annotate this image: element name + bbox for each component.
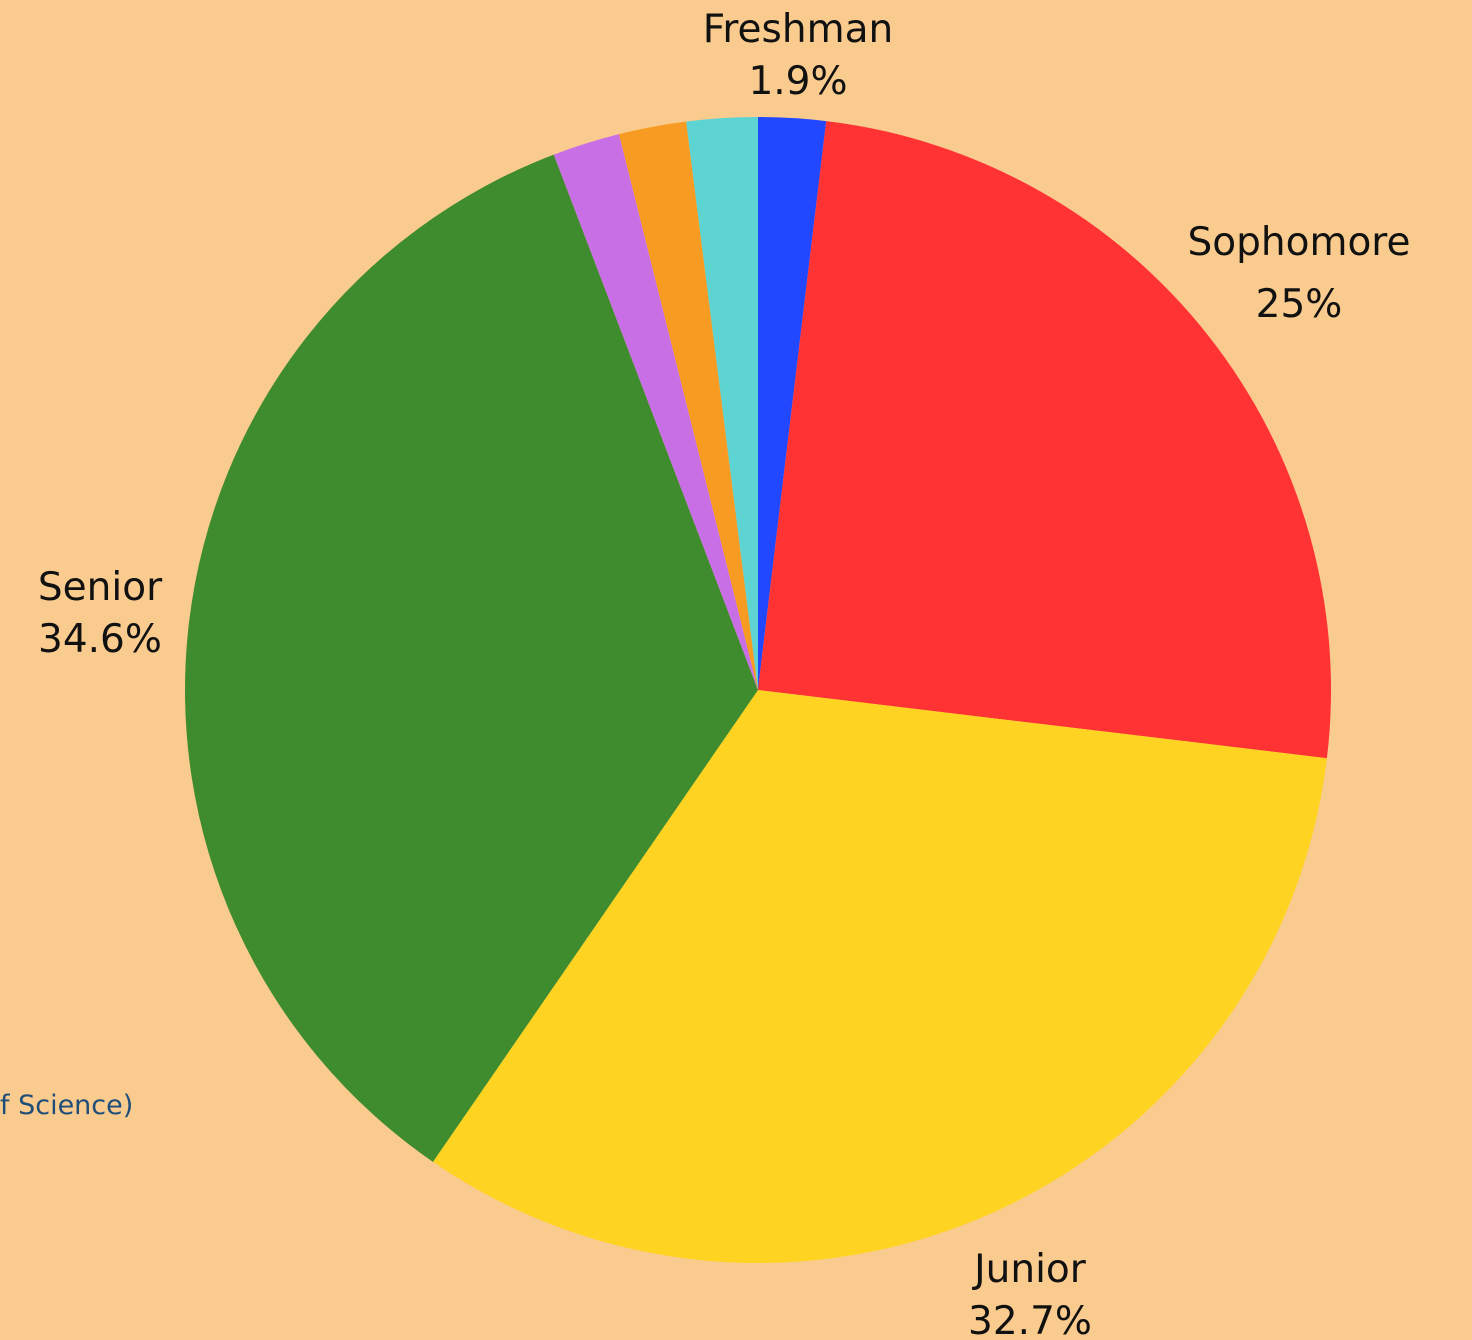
- slice-label-freshman-name: Freshman: [702, 7, 894, 52]
- slice-label-junior: Junior 32.7%: [968, 1244, 1092, 1340]
- slice-label-sophomore-value: 25%: [1255, 282, 1343, 327]
- slice-label-freshman-value: 1.9%: [748, 59, 848, 104]
- slice-label-senior-name: Senior: [37, 565, 163, 610]
- slice-label-junior-name: Junior: [974, 1247, 1086, 1292]
- pie-slice-junior: [432, 690, 1327, 1263]
- pie-slice-unlabeled-5: [618, 121, 758, 691]
- pie-slice-unlabeled-4: [553, 134, 758, 691]
- pie-slice-unlabeled-6: [686, 117, 758, 690]
- pie-slice-freshman: [758, 117, 827, 690]
- slice-label-freshman: Freshman 1.9%: [703, 4, 893, 108]
- pie-slice-sophomore: [758, 121, 1331, 759]
- slice-label-junior-value: 32.7%: [968, 1299, 1092, 1340]
- pie-slice-senior: [184, 154, 758, 1162]
- partial-caption-text: f Science): [0, 1090, 134, 1121]
- slice-label-senior: Senior 34.6%: [38, 562, 162, 666]
- slice-label-senior-value: 34.6%: [38, 617, 162, 662]
- slice-label-sophomore: Sophomore 25%: [1188, 212, 1411, 336]
- slice-label-sophomore-name: Sophomore: [1187, 220, 1411, 265]
